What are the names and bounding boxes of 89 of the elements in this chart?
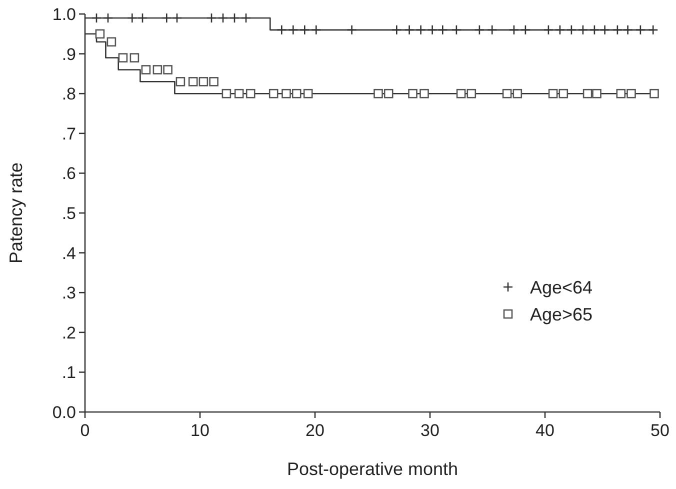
point [130,53,140,62]
point [152,65,162,74]
point [229,12,240,24]
point [502,88,512,98]
point [303,88,313,98]
point [622,24,633,36]
point [276,24,287,36]
point [543,24,554,36]
point [288,24,298,36]
point [592,88,602,98]
point [282,88,291,98]
point [520,24,531,36]
point [408,88,418,98]
x-tick-label: 0 [80,421,90,440]
point [222,88,232,98]
point [91,12,102,24]
x-tick-label: 40 [536,421,554,440]
x-tick-label: 50 [650,421,670,440]
point [118,53,128,62]
point [218,12,228,24]
point [578,24,588,36]
point [384,88,394,98]
point [198,77,208,86]
point [566,24,577,36]
point [558,88,568,98]
point [474,24,485,36]
y-tick-label: .8 [62,84,76,104]
point [600,24,610,36]
y-tick-label: 0.0 [52,402,76,422]
point [554,24,566,36]
x-tick-label: 30 [420,421,440,440]
point [512,88,522,98]
y-tick-label: .1 [62,363,76,382]
point [127,12,138,24]
legend-label: Age>65 [530,304,593,324]
point [456,88,466,98]
legend-label: Age<64 [530,277,593,298]
point [420,88,429,98]
y-tick-label: .9 [62,44,76,64]
point [209,77,218,86]
y-tick-label: 1.0 [52,4,76,24]
point [141,65,151,74]
point [438,24,448,36]
point [206,12,217,24]
x-tick-label: 10 [190,421,210,440]
point [626,88,636,98]
point [176,77,186,86]
x-axis-title: Post-operative month [286,459,458,479]
point [616,88,626,98]
point [466,88,476,98]
y-tick-label: .4 [62,244,76,263]
point [292,88,302,98]
y-tick-label: .5 [62,204,76,223]
point [427,24,438,36]
point [102,12,114,24]
point [300,24,310,36]
point [392,24,402,36]
point [374,88,383,98]
point [486,24,498,36]
point [137,12,148,24]
point [589,24,600,36]
point [311,24,322,36]
point [508,24,520,36]
point [648,24,658,36]
point [163,65,172,74]
point [612,24,623,36]
point [162,12,172,24]
point [548,88,558,98]
point [106,37,116,47]
y-tick-label: .3 [62,284,76,303]
point [451,24,462,36]
y-tick-label: .2 [62,323,76,342]
point [650,88,659,98]
y-axis-title: Patency rate [6,162,26,264]
x-tick-label: 20 [306,421,324,440]
point [240,12,252,24]
point [268,88,278,98]
y-tick-label: .6 [62,164,76,184]
point [234,88,244,98]
point [404,24,414,36]
point [416,24,426,36]
y-tick-label: .7 [62,124,76,144]
point [346,24,357,36]
point [582,88,592,98]
point [172,12,182,24]
point [246,88,256,98]
point [635,24,646,36]
point [188,77,198,86]
point [95,29,105,39]
